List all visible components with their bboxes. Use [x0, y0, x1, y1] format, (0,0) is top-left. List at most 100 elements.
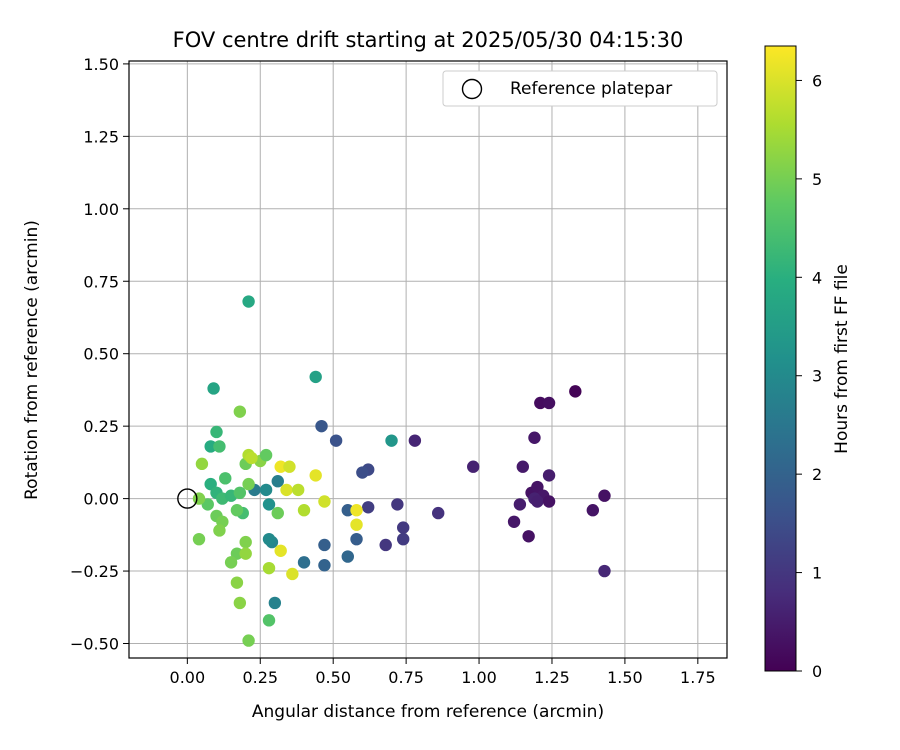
data-point — [230, 503, 244, 517]
data-point — [598, 564, 611, 578]
colorbar-tick-label: 3 — [812, 367, 822, 386]
data-point — [350, 518, 363, 531]
data-point — [242, 477, 255, 491]
data-point — [432, 506, 445, 520]
colorbar-tick-label: 2 — [812, 465, 822, 484]
data-point — [219, 472, 232, 485]
legend-label: Reference platepar — [510, 79, 672, 99]
y-tick-label: 1.00 — [83, 200, 119, 219]
data-point — [271, 506, 284, 520]
data-point — [350, 532, 363, 546]
data-point — [239, 535, 252, 549]
data-point — [192, 492, 206, 505]
data-point — [297, 503, 311, 517]
y-tick-label: −0.25 — [70, 562, 119, 581]
y-tick-label: 1.50 — [83, 55, 119, 74]
data-point — [309, 370, 322, 384]
data-point — [280, 483, 293, 497]
data-point — [534, 396, 547, 410]
data-point — [262, 614, 276, 627]
x-tick-label: 1.75 — [680, 668, 716, 687]
data-point — [598, 489, 611, 502]
data-point — [569, 385, 582, 398]
x-axis-ticks: 0.00 0.25 0.50 0.75 1.00 1.25 1.50 1.75 — [170, 658, 716, 687]
x-tick-label: 1.00 — [461, 668, 497, 687]
data-point — [586, 503, 600, 517]
data-point — [195, 457, 209, 471]
data-point — [528, 431, 541, 444]
data-point — [356, 466, 369, 479]
data-point — [397, 521, 410, 534]
data-point — [245, 451, 258, 465]
data-point — [204, 477, 217, 491]
data-point — [522, 530, 535, 543]
y-gridlines — [129, 63, 727, 645]
legend-box — [442, 70, 718, 107]
y-tick-label: 0.50 — [83, 345, 119, 364]
x-tick-label: 1.50 — [607, 668, 643, 687]
data-point — [516, 460, 530, 473]
data-point — [391, 498, 404, 511]
data-point — [309, 469, 322, 482]
data-point — [379, 538, 392, 552]
data-point — [224, 556, 238, 569]
y-tick-label: 0.25 — [83, 417, 119, 436]
data-point — [274, 460, 287, 473]
x-tick-label: 1.25 — [534, 668, 570, 687]
data-point — [274, 544, 287, 557]
legend: Reference platepar — [442, 70, 718, 107]
reference-platepar-marker — [177, 488, 198, 509]
data-point — [268, 596, 282, 610]
colorbar-tick-label: 5 — [812, 170, 822, 189]
data-point — [542, 469, 556, 482]
data-point — [513, 498, 527, 511]
y-tick-label: 1.25 — [83, 127, 119, 146]
data-point — [242, 634, 255, 647]
colorbar-gradient — [764, 45, 797, 672]
x-gridlines — [186, 61, 699, 658]
data-point — [242, 295, 255, 308]
data-point — [467, 460, 480, 473]
x-tick-label: 0.50 — [315, 668, 351, 687]
data-point — [408, 434, 422, 447]
data-point — [362, 501, 375, 514]
data-point — [230, 547, 244, 560]
data-point — [259, 483, 273, 497]
data-point — [385, 434, 398, 447]
colorbar-ticks: 0 1 2 3 4 5 6 — [796, 71, 822, 681]
data-point — [262, 561, 276, 575]
axes-frame — [128, 60, 728, 659]
colorbar-tick-label: 6 — [812, 71, 822, 90]
data-point — [271, 475, 284, 488]
y-tick-label: −0.50 — [70, 635, 119, 654]
y-tick-label: 0.75 — [83, 272, 119, 291]
data-point — [318, 495, 331, 508]
data-point — [341, 503, 354, 517]
data-point — [329, 434, 343, 447]
data-point — [262, 532, 276, 546]
x-tick-label: 0.75 — [388, 668, 424, 687]
data-point — [542, 396, 556, 410]
colorbar-tick-label: 4 — [812, 268, 822, 287]
data-point — [213, 440, 226, 453]
data-point — [531, 495, 544, 508]
data-point — [201, 498, 214, 511]
x-axis-label: Angular distance from reference (arcmin) — [252, 702, 604, 722]
data-point — [341, 550, 354, 563]
data-point — [283, 460, 296, 473]
data-point — [315, 419, 328, 433]
data-point — [204, 440, 217, 453]
y-axis-label: Rotation from reference (arcmin) — [22, 220, 42, 500]
data-point — [230, 576, 244, 589]
data-point — [531, 480, 544, 494]
x-tick-label: 0.00 — [170, 668, 206, 687]
data-point — [239, 547, 252, 560]
data-point — [350, 503, 363, 517]
colorbar-label: Hours from first FF file — [832, 264, 852, 454]
data-point — [297, 556, 311, 569]
x-tick-label: 0.25 — [242, 668, 278, 687]
data-point — [233, 486, 247, 500]
data-point — [291, 483, 305, 497]
data-point — [233, 405, 247, 418]
